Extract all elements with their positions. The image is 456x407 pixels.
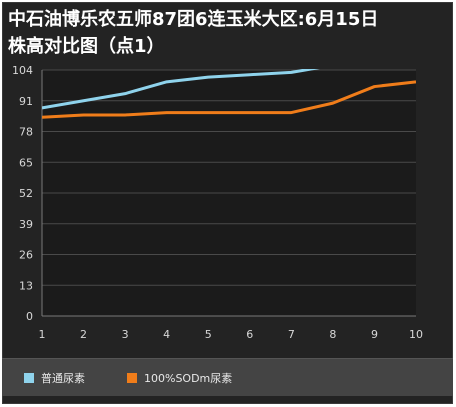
series-line-1 xyxy=(42,69,320,110)
y-tick-label: 104 xyxy=(12,64,33,77)
y-tick-label: 52 xyxy=(19,187,33,200)
y-tick-label: 78 xyxy=(19,126,33,139)
x-tick-label: 2 xyxy=(80,328,87,341)
series-line-2 xyxy=(42,80,416,119)
x-tick-label: 4 xyxy=(163,328,170,341)
y-tick-label: 39 xyxy=(19,218,33,231)
x-tick-label: 7 xyxy=(288,328,295,341)
x-tick-label: 9 xyxy=(371,328,378,341)
x-tick-label: 5 xyxy=(205,328,212,341)
x-tick-label: 10 xyxy=(409,328,423,341)
legend-swatch-series-1 xyxy=(24,373,34,383)
x-tick-label: 1 xyxy=(39,328,46,341)
legend-label-series-2: 100%SODm尿素 xyxy=(144,372,233,385)
x-tick-label: 6 xyxy=(246,328,253,341)
chart-title: 中石油博乐农五师87团6连玉米大区:6月15日 株高对比图（点1） xyxy=(8,6,448,60)
chart-title-line-2: 株高对比图（点1） xyxy=(8,36,165,57)
y-tick-label: 65 xyxy=(19,156,33,169)
legend-item-series-2[interactable]: 100%SODm尿素 xyxy=(127,370,232,386)
y-tick-label: 26 xyxy=(19,249,33,262)
y-tick-label: 13 xyxy=(19,279,33,292)
y-tick-label: 91 xyxy=(19,95,33,108)
x-tick-label: 8 xyxy=(329,328,336,341)
legend-swatch-series-2 xyxy=(127,373,137,383)
y-tick-label: 0 xyxy=(26,310,33,323)
legend-label-series-1: 普通尿素 xyxy=(41,372,85,385)
chart-title-line-1: 中石油博乐农五师87团6连玉米大区:6月15日 xyxy=(8,9,379,30)
legend-item-series-1[interactable]: 普通尿素 xyxy=(24,370,85,386)
legend: 普通尿素 100%SODm尿素 xyxy=(2,358,453,396)
x-tick-label: 3 xyxy=(122,328,129,341)
